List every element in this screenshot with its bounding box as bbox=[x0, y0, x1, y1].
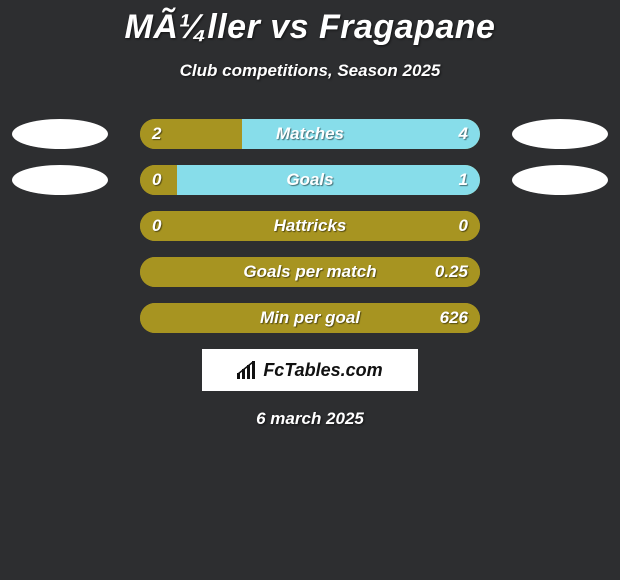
comparison-row: 0Hattricks0 bbox=[0, 211, 620, 241]
logo-text: FcTables.com bbox=[263, 360, 382, 381]
stat-label: Goals per match bbox=[140, 257, 480, 287]
stat-bar: Min per goal626 bbox=[140, 303, 480, 333]
stat-value-right: 626 bbox=[440, 303, 468, 333]
comparison-row: Min per goal626 bbox=[0, 303, 620, 333]
stat-bar: 0Hattricks0 bbox=[140, 211, 480, 241]
stat-label: Min per goal bbox=[140, 303, 480, 333]
stat-bar: Goals per match0.25 bbox=[140, 257, 480, 287]
logo-box: FcTables.com bbox=[202, 349, 418, 391]
player-badge-left bbox=[12, 119, 108, 149]
comparison-row: 0Goals1 bbox=[0, 165, 620, 195]
stat-label: Goals bbox=[140, 165, 480, 195]
stat-value-right: 0.25 bbox=[435, 257, 468, 287]
stat-bar: 0Goals1 bbox=[140, 165, 480, 195]
page-subtitle: Club competitions, Season 2025 bbox=[0, 61, 620, 81]
stat-label: Hattricks bbox=[140, 211, 480, 241]
player-badge-left bbox=[12, 165, 108, 195]
stat-value-right: 4 bbox=[459, 119, 468, 149]
comparison-row: 2Matches4 bbox=[0, 119, 620, 149]
player-badge-right bbox=[512, 165, 608, 195]
date-text: 6 march 2025 bbox=[0, 409, 620, 429]
page-title: MÃ¼ller vs Fragapane bbox=[0, 0, 620, 47]
stat-label: Matches bbox=[140, 119, 480, 149]
stat-bar: 2Matches4 bbox=[140, 119, 480, 149]
stat-value-right: 1 bbox=[459, 165, 468, 195]
comparison-chart: 2Matches40Goals10Hattricks0Goals per mat… bbox=[0, 119, 620, 333]
player-badge-right bbox=[512, 119, 608, 149]
bar-chart-icon bbox=[237, 361, 259, 379]
stat-value-right: 0 bbox=[459, 211, 468, 241]
comparison-row: Goals per match0.25 bbox=[0, 257, 620, 287]
